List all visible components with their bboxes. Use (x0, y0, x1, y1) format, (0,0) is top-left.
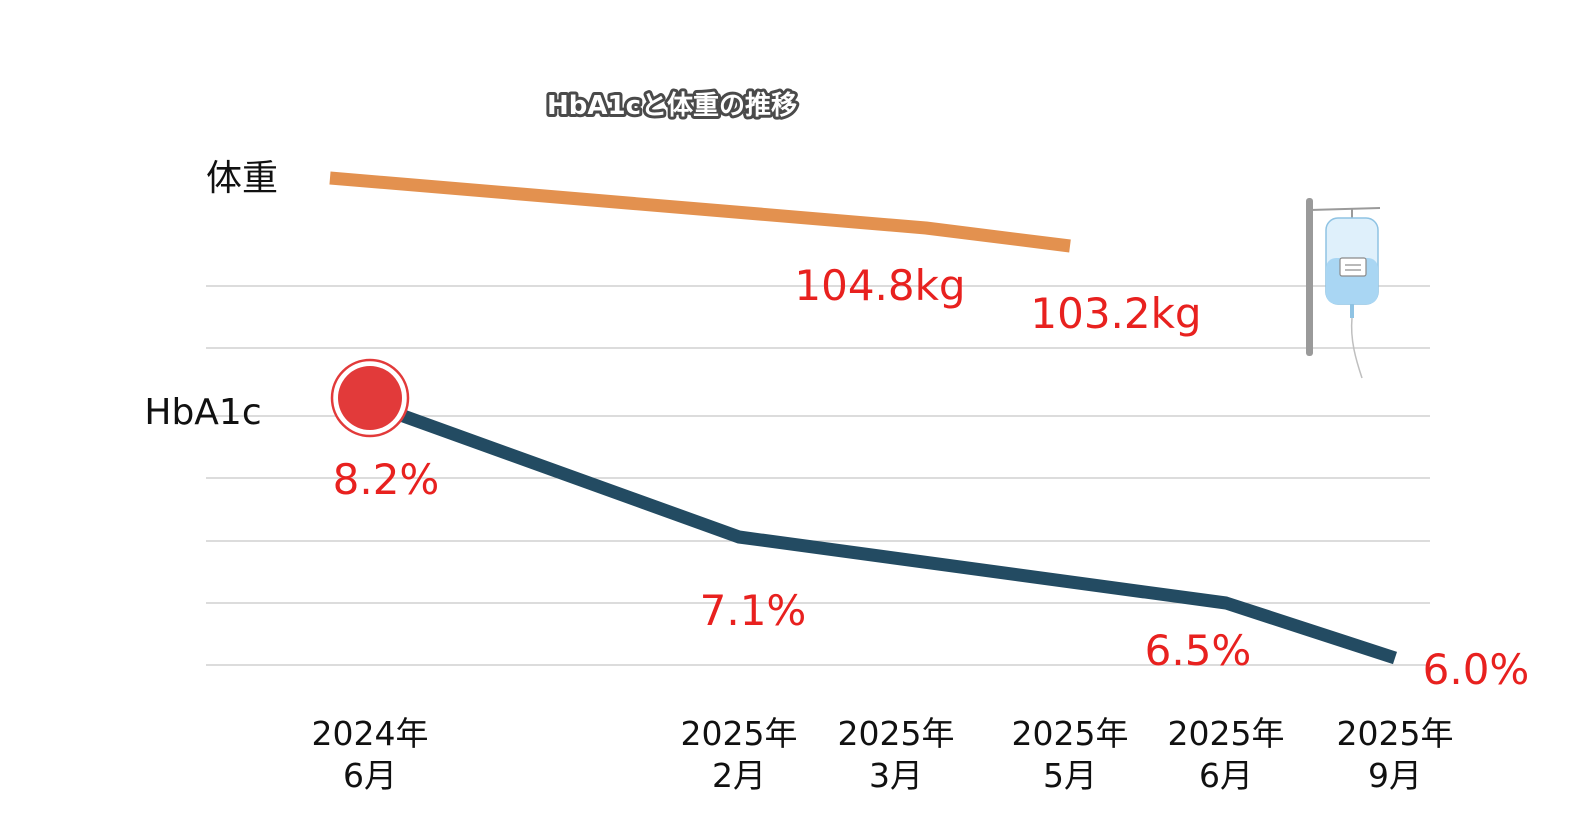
x-tick-label: 2025年 2月 (681, 714, 798, 795)
hba1c-data-label: 6.5% (1145, 626, 1252, 675)
x-tick-label: 2025年 6月 (1168, 714, 1285, 795)
chart-title: HbA1cと体重の推移 (547, 91, 797, 121)
x-tick-label: 2025年 9月 (1337, 714, 1454, 795)
weight-data-label: 103.2kg (1030, 289, 1201, 338)
hba1c-start-marker (330, 358, 410, 438)
weight-series-line (329, 171, 1071, 253)
x-tick-label: 2025年 5月 (1012, 714, 1129, 795)
x-tick-label: 2024年 6月 (312, 714, 429, 795)
weight-series-label: 体重 (206, 158, 278, 199)
weight-data-label: 104.8kg (794, 261, 965, 310)
hba1c-data-label: 8.2% (333, 455, 440, 504)
hba1c-series-line (367, 397, 1398, 665)
hba1c-data-label: 7.1% (700, 586, 807, 635)
x-axis-ticks: 2024年 6月 2025年 2月 2025年 3月 2025年 5月 2025年 6月 2025年… (312, 714, 1454, 795)
hba1c-series-label: HbA1c (144, 392, 261, 433)
x-tick-label: 2025年 3月 (838, 714, 955, 795)
hba1c-data-label: 6.0% (1423, 645, 1530, 694)
iv-drip-icon (1306, 198, 1381, 379)
